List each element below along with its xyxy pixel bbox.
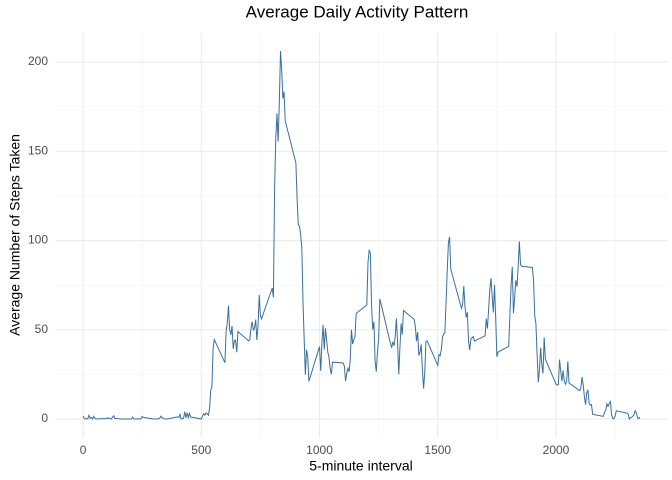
y-tick-label: 100: [28, 233, 48, 247]
chart-title: Average Daily Activity Pattern: [246, 2, 469, 21]
x-tick-label: 0: [80, 443, 87, 457]
x-axis-label: 5-minute interval: [309, 458, 413, 474]
x-tick-label: 1500: [424, 443, 451, 457]
x-tick-label: 500: [191, 443, 211, 457]
y-tick-label: 50: [35, 322, 49, 336]
x-tick-label: 1000: [306, 443, 333, 457]
y-axis-label: Average Number of Steps Taken: [7, 134, 23, 336]
x-tick-label: 2000: [543, 443, 570, 457]
y-tick-label: 0: [41, 411, 48, 425]
data-line: [82, 50, 641, 421]
y-tick-label: 200: [28, 54, 48, 68]
y-tick-label: 150: [28, 143, 48, 157]
